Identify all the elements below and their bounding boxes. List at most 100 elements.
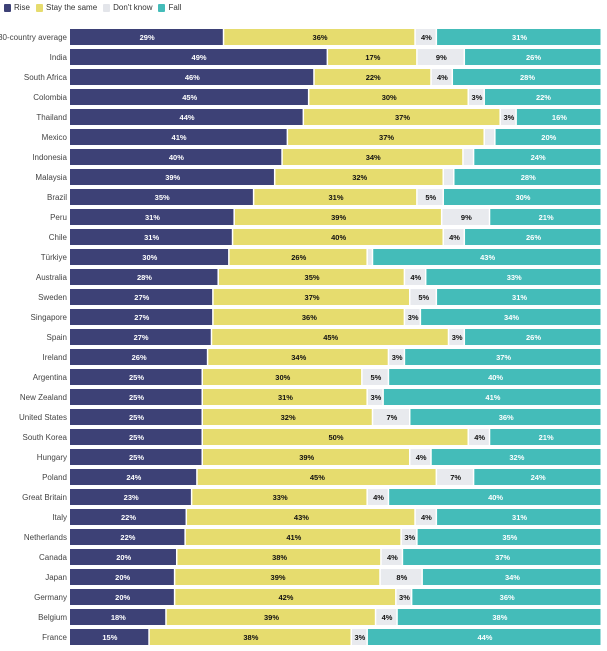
bar-segment (70, 189, 253, 205)
category-label: Chile (49, 233, 68, 242)
bar-segment (383, 389, 601, 405)
bar-segment (484, 129, 495, 145)
data-label: 43% (294, 513, 309, 522)
data-label: 40% (488, 373, 503, 382)
category-label: Thailand (36, 113, 67, 122)
data-label: 42% (278, 593, 293, 602)
data-label: 4% (387, 553, 398, 562)
bar-segment (389, 369, 601, 385)
bar-segment (431, 69, 452, 85)
data-label: 25% (129, 413, 144, 422)
data-label: 37% (395, 113, 410, 122)
bar-segment (410, 409, 601, 425)
data-label: 3% (399, 593, 410, 602)
data-label: 31% (512, 293, 527, 302)
data-label: 36% (302, 313, 317, 322)
bar-segment (177, 549, 381, 565)
bar-segment (70, 249, 229, 265)
bar-segment (70, 389, 202, 405)
bar-segment (70, 469, 197, 485)
data-label: 36% (499, 413, 514, 422)
bar-segment (474, 149, 601, 165)
bar-segment (229, 249, 367, 265)
data-label: 20% (115, 593, 130, 602)
bar-segment (187, 509, 415, 525)
data-label: 31% (145, 213, 160, 222)
data-label: 4% (421, 33, 432, 42)
bar-segment (70, 89, 308, 105)
bar-segment (380, 569, 422, 585)
category-label: Sweden (38, 293, 67, 302)
data-label: 28% (137, 273, 152, 282)
bar-segment (175, 589, 396, 605)
category-label: 30-country average (0, 33, 68, 42)
bar-segment (415, 29, 436, 45)
bar-segment (218, 269, 404, 285)
bar-segment (431, 449, 601, 465)
bar-segment (70, 129, 287, 145)
bar-segment (396, 589, 411, 605)
data-label: 41% (485, 393, 500, 402)
bar-segment (70, 509, 186, 525)
data-label: 34% (504, 313, 519, 322)
data-label: 30% (275, 373, 290, 382)
data-label: 39% (165, 173, 180, 182)
data-label: 26% (291, 253, 306, 262)
bar-segment (417, 189, 443, 205)
data-label: 35% (305, 273, 320, 282)
data-label: 5% (370, 373, 381, 382)
data-label: 35% (502, 533, 517, 542)
data-label: 31% (512, 513, 527, 522)
data-label: 40% (488, 493, 503, 502)
data-label: 27% (134, 293, 149, 302)
data-label: 20% (115, 573, 130, 582)
data-label: 4% (416, 453, 427, 462)
data-label: 3% (370, 393, 381, 402)
data-label: 34% (366, 153, 381, 162)
bar-segment (70, 149, 282, 165)
category-label: Ireland (43, 353, 67, 362)
data-label: 40% (169, 153, 184, 162)
data-label: 25% (129, 393, 144, 402)
bar-segment (288, 129, 484, 145)
category-label: France (42, 633, 67, 642)
legend-item: Rise (4, 3, 30, 12)
data-label: 27% (134, 333, 149, 342)
bar-segment (70, 549, 176, 565)
bar-segment (401, 529, 417, 545)
legend-item: Fall (158, 3, 181, 12)
data-label: 20% (541, 133, 556, 142)
data-label: 40% (331, 233, 346, 242)
legend-label: Don't know (113, 3, 153, 12)
data-label: 24% (531, 153, 546, 162)
data-label: 27% (134, 313, 149, 322)
bar-segment (516, 109, 601, 125)
category-label: Colombia (33, 93, 67, 102)
data-label: 32% (352, 173, 367, 182)
category-label: Malaysia (35, 173, 67, 182)
category-label: Australia (36, 273, 68, 282)
bar-segment (314, 69, 431, 85)
bar-segment (376, 609, 397, 625)
category-label: Italy (52, 513, 67, 522)
data-label: 4% (382, 613, 393, 622)
bar-segment (149, 629, 351, 645)
bar-segment (224, 29, 415, 45)
data-label: 41% (286, 533, 301, 542)
bar-segment (403, 549, 601, 565)
data-label: 3% (355, 633, 366, 642)
bar-segment (197, 469, 436, 485)
data-label: 22% (366, 73, 381, 82)
bar-segment (465, 49, 601, 65)
data-label: 39% (264, 613, 279, 622)
data-label: 7% (386, 413, 397, 422)
data-label: 38% (492, 613, 507, 622)
data-label: 36% (313, 33, 328, 42)
bar-segment (328, 49, 417, 65)
data-label: 45% (310, 473, 325, 482)
bar-segment (465, 329, 601, 345)
data-label: 37% (379, 133, 394, 142)
data-label: 45% (323, 333, 338, 342)
bar-segment (437, 29, 601, 45)
bar-segment (405, 309, 420, 325)
